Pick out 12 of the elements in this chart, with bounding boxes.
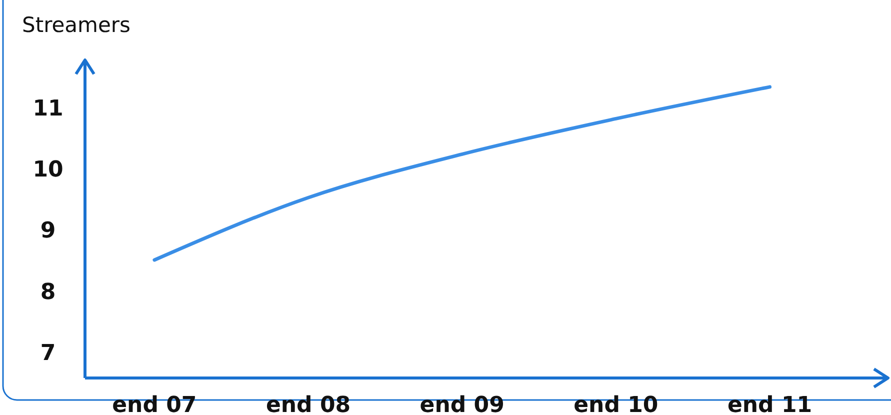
y-tick-label: 8 bbox=[40, 280, 56, 305]
y-tick-label: 11 bbox=[32, 96, 64, 122]
y-tick-label: 9 bbox=[40, 218, 56, 244]
y-axis-title: Streamers bbox=[22, 13, 130, 37]
x-tick-label: end 09 bbox=[420, 393, 504, 415]
x-tick-label: end 08 bbox=[266, 393, 351, 415]
y-tick-label: 10 bbox=[32, 158, 64, 183]
x-tick-label: end 10 bbox=[574, 393, 658, 415]
y-tick-label: 7 bbox=[40, 341, 56, 366]
x-tick-label: end 07 bbox=[112, 393, 197, 415]
x-tick-label: end 11 bbox=[727, 393, 812, 415]
line-series bbox=[152, 85, 772, 262]
